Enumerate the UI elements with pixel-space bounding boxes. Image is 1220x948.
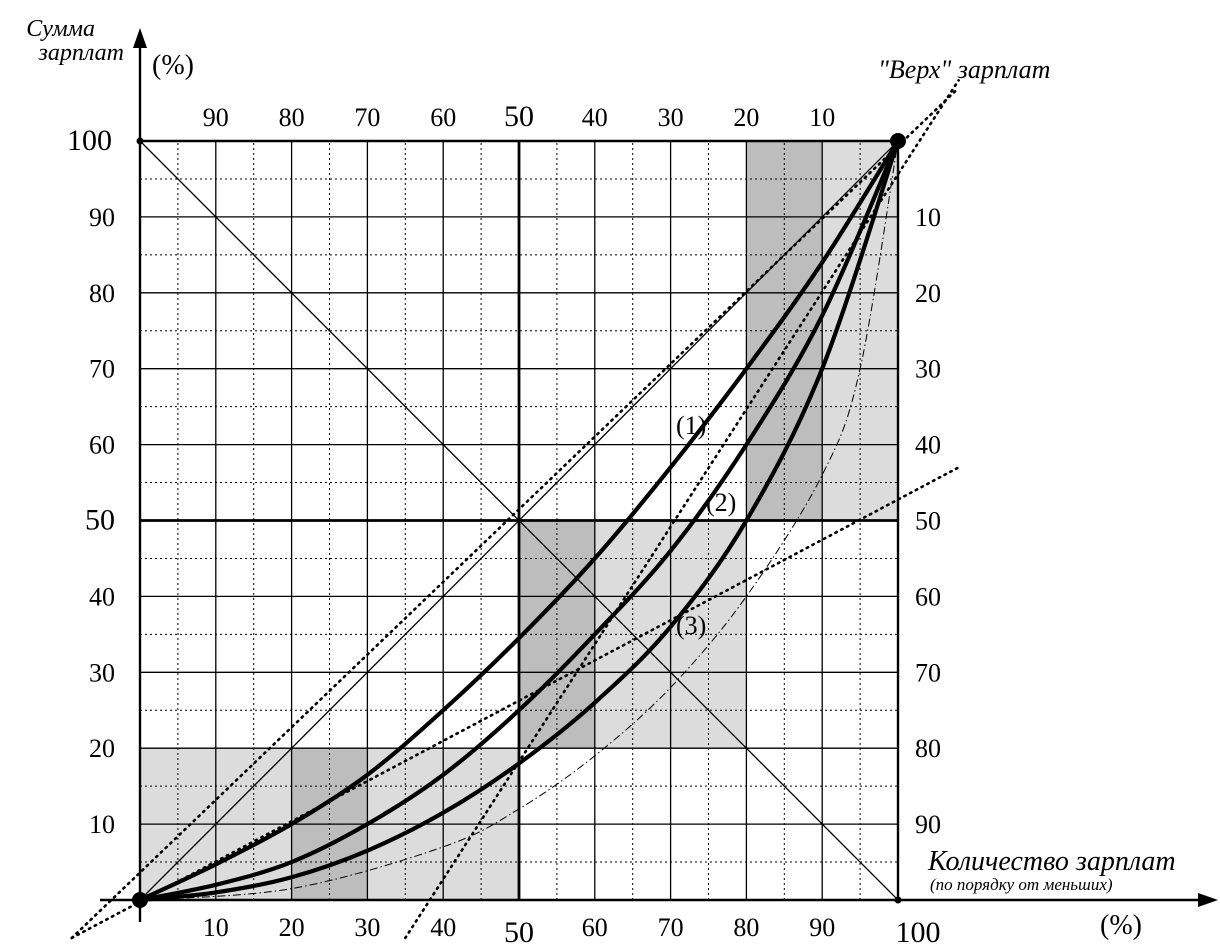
- top-tick-label-10: 10: [809, 103, 835, 132]
- x-axis-title: Количество зарплат: [927, 846, 1176, 877]
- x-tick-label-90: 90: [809, 913, 835, 942]
- curve-label-2: (2): [706, 488, 736, 517]
- top-tick-label-40: 40: [582, 103, 608, 132]
- top-tick-label-90: 90: [203, 103, 229, 132]
- curve-2: [137, 138, 901, 903]
- y-axis-title-line-1: Сумма: [26, 16, 95, 42]
- right-tick-label-30: 30: [915, 355, 941, 384]
- top-tick-label-70: 70: [354, 103, 380, 132]
- x-axis-arrow: [1198, 893, 1218, 907]
- curves: [132, 133, 906, 908]
- x-axis-subtitle: (по порядку от меньших): [930, 875, 1113, 894]
- x-tick-label-40: 40: [430, 913, 456, 942]
- y-tick-label-100: 100: [67, 124, 112, 157]
- curve-label-1: (1): [676, 411, 706, 440]
- x-tick-label-70: 70: [658, 913, 684, 942]
- curve-label-3: (3): [676, 611, 706, 640]
- right-tick-label-70: 70: [915, 658, 941, 687]
- y-tick-label-80: 80: [89, 279, 115, 308]
- top-tick-label-60: 60: [430, 103, 456, 132]
- labels: Сумма зарплат (%) "Верх" зарплат Количес…: [26, 16, 1175, 948]
- y-tick-label-90: 90: [89, 203, 115, 232]
- curve-1: [137, 138, 901, 903]
- curve-3: [137, 138, 901, 903]
- y-tick-label-30: 30: [89, 658, 115, 687]
- anti-diagonal: [139, 140, 899, 901]
- y-tick-label-50: 50: [85, 504, 115, 537]
- y-unit-label: (%): [152, 50, 194, 81]
- origin-dot: [132, 892, 148, 908]
- reference-lines: [70, 78, 960, 940]
- top-right-dot: [890, 133, 906, 149]
- top-tick-label-30: 30: [658, 103, 684, 132]
- y-axis-arrow: [133, 28, 147, 48]
- right-tick-label-60: 60: [915, 582, 941, 611]
- y-tick-label-20: 20: [89, 734, 115, 763]
- x-tick-label-10: 10: [203, 913, 229, 942]
- top-right-label: "Верх" зарплат: [878, 55, 1050, 84]
- right-tick-label-40: 40: [915, 431, 941, 460]
- x-tick-label-20: 20: [279, 913, 305, 942]
- x-tick-label-30: 30: [354, 913, 380, 942]
- x-tick-label-50: 50: [504, 916, 534, 948]
- top-left-dot: [136, 137, 144, 145]
- y-tick-label-10: 10: [89, 810, 115, 839]
- top-tick-label-50: 50: [504, 100, 534, 133]
- right-tick-label-10: 10: [915, 203, 941, 232]
- top-tick-label-20: 20: [733, 103, 759, 132]
- y-tick-label-40: 40: [89, 582, 115, 611]
- right-tick-label-50: 50: [915, 507, 941, 536]
- right-tick-label-90: 90: [915, 810, 941, 839]
- y-tick-label-60: 60: [89, 431, 115, 460]
- right-tick-label-80: 80: [915, 734, 941, 763]
- reference-curve: [139, 140, 899, 901]
- y-axis-title-line-2: зарплат: [38, 40, 124, 66]
- bottom-right-dot: [894, 896, 902, 904]
- y-tick-label-70: 70: [89, 355, 115, 384]
- dotted-line-3: [403, 78, 960, 940]
- x-tick-label-80: 80: [733, 913, 759, 942]
- x-tick-label-100: 100: [896, 916, 941, 948]
- x-tick-label-60: 60: [582, 913, 608, 942]
- right-tick-label-20: 20: [915, 279, 941, 308]
- x-unit-label: (%): [1100, 910, 1142, 941]
- dotted-line-1: [70, 466, 960, 940]
- top-tick-label-80: 80: [279, 103, 305, 132]
